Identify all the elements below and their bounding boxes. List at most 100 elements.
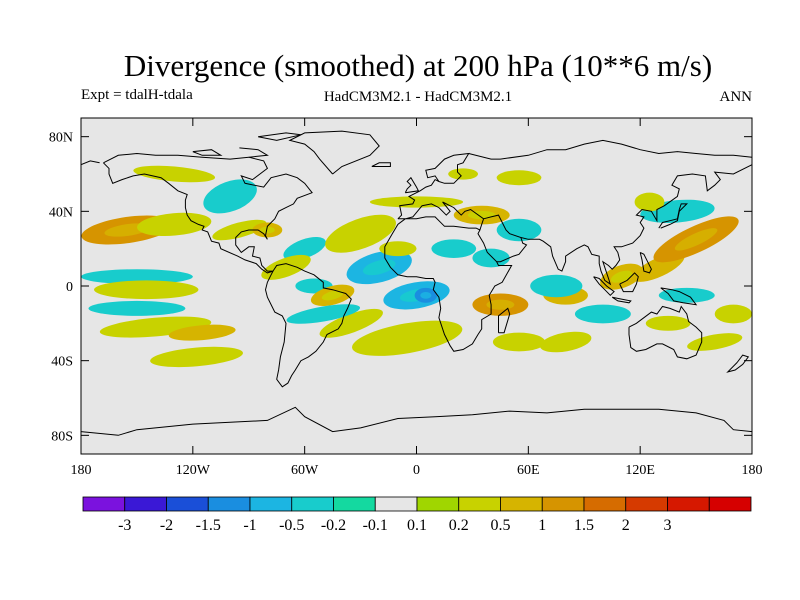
colorbar-label-2: -1.5 [196, 517, 221, 534]
colorbar-swatch-7 [374, 496, 418, 512]
coastline-4 [384, 201, 513, 352]
colorbar-label-4: -0.5 [279, 517, 304, 534]
x-tick-label-2: 60W [291, 463, 319, 478]
divergence-contour-34 [492, 332, 546, 352]
divergence-contour-9 [133, 165, 216, 183]
coastline-12 [660, 287, 698, 306]
colorbar-swatch-1 [124, 496, 167, 512]
divergence-contour-8 [203, 179, 257, 214]
divergence-contour-18 [325, 214, 396, 253]
divergence-contour-22 [379, 241, 417, 257]
colorbar-swatch-11 [541, 496, 585, 512]
coastline-21 [192, 149, 223, 156]
divergence-core-38 [646, 260, 672, 275]
divergence-contour-2 [81, 269, 193, 285]
divergence-contour-28 [496, 218, 542, 242]
colorbar-swatch-10 [500, 496, 543, 512]
divergence-contour-30 [448, 168, 479, 180]
colorbar-swatch-13 [625, 496, 668, 512]
divergence-core-21 [420, 291, 432, 299]
colorbar-swatch-3 [207, 496, 251, 512]
coastline-17 [371, 162, 391, 167]
y-axis: 80N 40N 0 40S 80S [49, 131, 752, 444]
x-tick-label-1: 120W [176, 463, 211, 478]
divergence-contour-29 [496, 170, 542, 186]
colorbar-swatch-12 [583, 496, 627, 512]
x-tick-label-3: 0 [413, 463, 420, 478]
colorbar-label-11: 1.5 [574, 517, 594, 534]
coastline-6 [520, 164, 752, 286]
divergence-contour-41 [634, 192, 665, 212]
divergence-contour-4 [88, 300, 186, 316]
coastline-7 [468, 139, 752, 160]
coastline-15 [498, 307, 511, 334]
coastline-5 [483, 214, 528, 263]
coastline-14 [658, 203, 689, 229]
divergence-contour-44 [687, 333, 743, 351]
colorbar-label-7: 0.1 [407, 517, 427, 534]
coastline-8 [628, 305, 703, 360]
colorbar-swatch-4 [249, 496, 293, 512]
divergence-contour-45 [714, 304, 752, 324]
divergence-core-6 [185, 329, 219, 337]
coastline-0 [103, 152, 313, 274]
colorbar-swatch-0 [82, 496, 126, 512]
divergence-field-layer [81, 165, 752, 368]
divergence-core-15 [321, 290, 344, 301]
divergence-contour-1 [137, 212, 212, 237]
divergence-core-37 [610, 270, 633, 283]
divergence-contour-33 [530, 274, 583, 298]
coastline-10 [611, 296, 632, 304]
colorbar-label-3: -1 [243, 517, 256, 534]
coastline-18 [726, 354, 750, 373]
coastline-11 [619, 272, 639, 293]
colorbar-label-9: 0.5 [491, 517, 511, 534]
coastline-22 [258, 132, 302, 141]
colorbar-label-10: 1 [538, 517, 546, 534]
divergence-contour-3 [94, 280, 199, 300]
coastline-20 [239, 147, 269, 158]
coastline-2 [288, 130, 380, 175]
divergence-contour-10 [212, 219, 267, 241]
x-tick-label-4: 60E [517, 463, 540, 478]
y-tick-label-3: 40S [51, 355, 73, 370]
chart-title: Divergence (smoothed) at 200 hPa (10**6 … [124, 48, 712, 83]
chart-subtitle-center: HadCM3M2.1 - HadCM3M2.1 [324, 89, 512, 105]
chart-subtitle-left: Expt = tdalH-tdala [81, 87, 193, 103]
colorbar-label-8: 0.2 [449, 517, 469, 534]
y-tick-label-0: 80N [49, 131, 73, 146]
y-tick-label-1: 40N [49, 205, 73, 220]
coastline-layer [81, 130, 752, 436]
colorbar-swatch-9 [458, 496, 501, 512]
colorbar-label-13: 3 [664, 517, 672, 534]
x-tick-label-5: 120E [625, 463, 655, 478]
divergence-contour-35 [539, 331, 592, 353]
coastline-9 [593, 276, 615, 297]
divergence-contour-24 [369, 196, 464, 208]
chart-subtitle-right: ANN [720, 89, 753, 105]
x-axis: 180 120W 60W 0 60E 120E 180 [71, 118, 763, 478]
coastline-1 [264, 263, 352, 388]
colorbar-label-1: -2 [160, 517, 173, 534]
divergence-contour-36 [574, 304, 631, 324]
coastline-23 [81, 160, 100, 166]
divergence-core-19 [362, 259, 396, 276]
colorbar-swatch-15 [708, 496, 752, 512]
colorbar-swatch-6 [333, 496, 376, 512]
colorbar-swatch-14 [667, 496, 710, 512]
divergence-contour-7 [150, 346, 243, 368]
colorbar-swatch-8 [416, 496, 460, 512]
colorbar-label-6: -0.1 [363, 517, 388, 534]
divergence-contour-12 [283, 237, 326, 261]
y-tick-label-4: 80S [51, 429, 73, 444]
coastline-19 [81, 406, 752, 436]
colorbar-swatch-5 [291, 496, 334, 512]
divergence-contour-43 [645, 315, 691, 331]
colorbar-label-5: -0.2 [321, 517, 346, 534]
x-tick-label-6: 180 [742, 463, 763, 478]
coastline-16 [404, 176, 420, 194]
divergence-core-39 [674, 228, 718, 251]
coastline-13 [639, 251, 652, 274]
divergence-core-11 [259, 226, 275, 234]
